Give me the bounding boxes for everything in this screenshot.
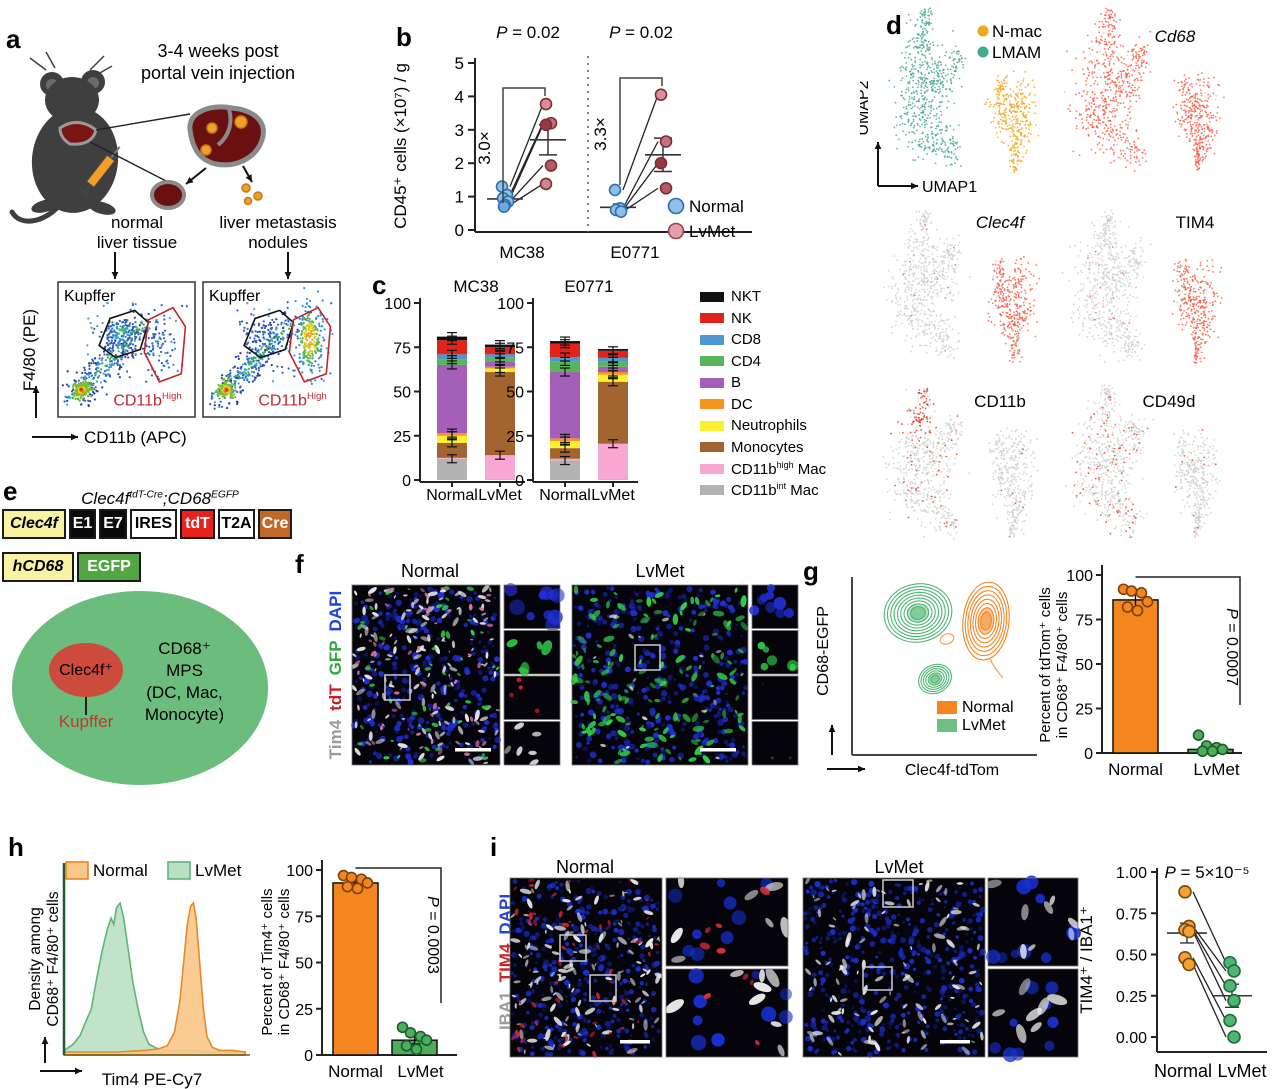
mps-text: CD68⁺ MPS (DC, Mac, Monocyte)	[144, 639, 225, 724]
panel-f-title-lvmet: LvMet	[635, 561, 685, 581]
svg-text:Normal: Normal	[426, 487, 478, 504]
panel-f-label: f	[295, 549, 304, 579]
panel-b-label: b	[396, 22, 412, 52]
kupffer-text: Kupffer	[58, 712, 114, 731]
construct-box-E7: E7	[99, 509, 127, 539]
svg-text:Normal: Normal	[689, 197, 744, 216]
svg-text:5: 5	[455, 54, 464, 73]
panel-f-title-normal: Normal	[400, 561, 459, 581]
svg-text:MC38: MC38	[453, 277, 498, 296]
svg-text:75: 75	[506, 340, 524, 357]
construct-title: Clec4ftdT-Cre;CD68EGFP	[81, 488, 239, 508]
svg-text:Cd68: Cd68	[1155, 27, 1196, 46]
svg-text:3.0×: 3.0×	[475, 131, 494, 165]
svg-text:2: 2	[455, 154, 464, 173]
panel-a-art	[9, 51, 341, 441]
svg-text:100: 100	[497, 296, 524, 313]
cd11b-gate-label-1: CD11bHigh	[113, 391, 182, 410]
svg-text:75: 75	[393, 340, 411, 357]
c-legend-item: B	[700, 372, 800, 394]
flow-y-axis-label: F4/80 (PE)	[20, 308, 39, 392]
c-legend-item: DC	[700, 394, 800, 416]
svg-text:100: 100	[384, 296, 411, 313]
svg-text:4: 4	[455, 87, 464, 106]
svg-text:25: 25	[506, 429, 524, 446]
svg-text:CD45⁺ cells (×10⁷) / g: CD45⁺ cells (×10⁷) / g	[391, 63, 410, 229]
panel-g-label: g	[803, 556, 819, 586]
cd11b-gate-label-2: CD11bHigh	[258, 391, 327, 410]
svg-text:P = 0.02: P = 0.02	[609, 23, 673, 42]
normal-liver-label: normal liver tissue	[96, 213, 178, 252]
svg-text:LvMet: LvMet	[478, 487, 522, 504]
c-legend-item: CD11bhigh Mac	[700, 458, 826, 480]
panel-i-label: i	[490, 832, 498, 862]
c-legend-item: NK	[700, 308, 800, 330]
svg-text:50: 50	[506, 385, 524, 402]
panel-a-caption: 3-4 weeks post portal vein injection	[140, 41, 296, 83]
panel-e-row1: Clec4f E1 E7 IRES tdT T2A Cre	[2, 509, 292, 539]
svg-text:P = 0.02: P = 0.02	[496, 23, 560, 42]
svg-text:E0771: E0771	[610, 243, 659, 262]
svg-text:E0771: E0771	[564, 277, 613, 296]
kupffer-pointer-line	[85, 695, 87, 715]
chart-b: 0 1 2 3 4 5 CD45⁺ cells (×10⁷) / g P = 0.02 P = …	[391, 23, 752, 262]
svg-text:25: 25	[393, 429, 411, 446]
construct-box-Clec4f: Clec4f	[2, 509, 66, 539]
construct-box-Cre: Cre	[258, 509, 292, 539]
construct-box-IRES: IRES	[130, 509, 177, 539]
c-legend-item: NKT	[700, 286, 800, 308]
panel-c-legend: NKT NK CD8 CD4 B DC Neutrophils Monocytes CD11bh…	[700, 286, 826, 502]
kupffer-gate-label-2: Kupffer	[209, 288, 261, 305]
svg-text:Clec4f: Clec4f	[976, 213, 1026, 232]
c-legend-item: CD8	[700, 329, 800, 351]
panel-f-micrographs	[349, 583, 799, 767]
construct-box-EGFP: EGFP	[77, 552, 141, 582]
construct-box-E1: E1	[69, 509, 96, 539]
flow-y-axis-wrap: F4/80 (PE)	[20, 279, 40, 421]
svg-text:0: 0	[402, 473, 411, 490]
svg-text:LvMet: LvMet	[689, 222, 736, 241]
c-legend-item: CD4	[700, 351, 800, 373]
svg-text:0: 0	[455, 221, 464, 240]
c-legend-item: Monocytes	[700, 437, 804, 459]
svg-text:3.3×: 3.3×	[591, 117, 610, 151]
mps-ellipse	[12, 591, 268, 785]
c-legend-item: CD11bint Mac	[700, 480, 819, 502]
construct-box-hCD68: hCD68	[2, 552, 74, 582]
panel-h-label: h	[8, 832, 24, 862]
svg-text:Normal: Normal	[539, 487, 591, 504]
panel-e-label: e	[3, 476, 18, 506]
kupffer-gate-label-1: Kupffer	[64, 288, 116, 305]
panel-a-label: a	[6, 24, 21, 54]
svg-text:LvMet: LvMet	[591, 487, 635, 504]
panel-i-title-normal: Normal	[555, 857, 614, 877]
construct-box-tdT: tdT	[180, 509, 215, 539]
svg-text:1: 1	[455, 188, 464, 207]
svg-text:3: 3	[455, 121, 464, 140]
panel-e-row2: hCD68 EGFP	[2, 552, 141, 582]
panel-i-title-lvmet: LvMet	[874, 857, 924, 877]
clec4f-ellipse: Clec4f⁺	[49, 643, 123, 697]
svg-text:0: 0	[515, 473, 524, 490]
panel-d-label: d	[886, 10, 902, 40]
c-legend-item: Neutrophils	[700, 415, 807, 437]
flow-x-axis-label: CD11b (APC)	[84, 428, 187, 447]
panel-c-label: c	[372, 270, 387, 300]
construct-box-T2A: T2A	[218, 509, 255, 539]
metastasis-label: liver metastasis nodules	[219, 213, 337, 252]
svg-text:50: 50	[393, 385, 411, 402]
panel-g-plots: CD68-EGFPClec4f-tdTomNormalLvMet02550751…	[815, 565, 1242, 779]
svg-text:MC38: MC38	[499, 243, 544, 262]
